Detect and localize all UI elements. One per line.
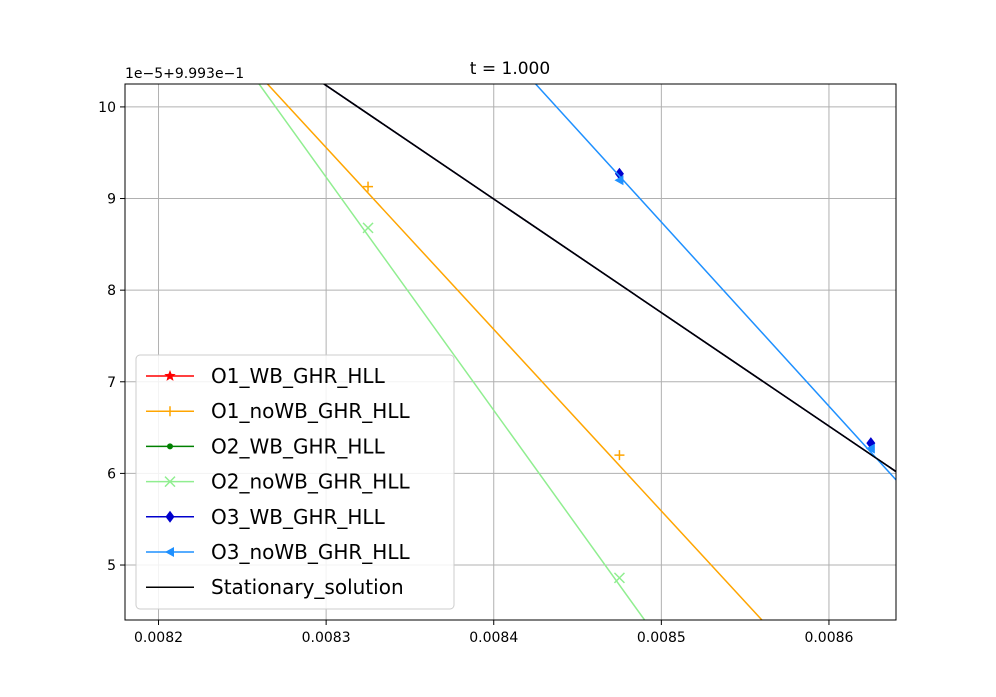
y-tick-label: 9	[107, 192, 116, 208]
y-offset-text: 1e−5+9.993e−1	[125, 66, 244, 82]
series-line	[266, 84, 763, 620]
x-tick-label: 0.0084	[469, 630, 518, 646]
series-line	[535, 84, 896, 481]
legend-entry: O1_noWB_GHR_HLL	[146, 399, 410, 423]
series-line	[322, 84, 896, 473]
series-1	[266, 84, 763, 620]
legend-entry: O3_WB_GHR_HLL	[146, 505, 386, 529]
legend-label: O3_WB_GHR_HLL	[211, 505, 386, 529]
legend-swatch-marker	[164, 476, 176, 488]
y-tick-label: 7	[107, 375, 116, 391]
legend-label: O3_noWB_GHR_HLL	[211, 540, 410, 564]
legend-label: O1_noWB_GHR_HLL	[211, 399, 410, 423]
series-5	[535, 84, 896, 481]
y-tick-label: 5	[107, 558, 116, 574]
series-marker	[613, 572, 625, 584]
series-marker	[614, 450, 625, 461]
legend-label: Stationary_solution	[211, 575, 404, 599]
legend-swatch-marker	[165, 510, 175, 523]
legend-swatch-marker	[165, 406, 175, 417]
y-tick-label: 8	[107, 283, 116, 299]
x-tick-label: 0.0085	[637, 630, 686, 646]
y-tick-label: 6	[107, 466, 116, 482]
series-marker	[362, 222, 374, 234]
legend-label: O2_noWB_GHR_HLL	[211, 470, 410, 494]
x-tick-label: 0.0086	[804, 630, 853, 646]
legend-swatch-marker	[165, 547, 174, 557]
legend-entry: O1_WB_GHR_HLL	[146, 364, 386, 388]
series-3	[258, 84, 646, 620]
chart-title: t = 1.000	[470, 59, 550, 79]
legend-swatch-marker	[167, 443, 173, 450]
x-tick-label: 0.0083	[302, 630, 351, 646]
legend-entry: O3_noWB_GHR_HLL	[146, 540, 410, 564]
series-layer	[258, 84, 896, 620]
legend-swatch-marker	[164, 370, 176, 381]
legend-label: O1_WB_GHR_HLL	[211, 364, 386, 388]
legend-entry: Stationary_solution	[146, 575, 404, 599]
series-marker	[865, 443, 875, 454]
axis-ticks: 0.0082 0.0083 0.0084 0.0085 0.0086 5 6 7 8 9 10	[98, 100, 853, 646]
x-tick-label: 0.0082	[134, 630, 183, 646]
legend-box	[135, 354, 455, 610]
legend-entry: O2_noWB_GHR_HLL	[146, 470, 410, 494]
series-marker	[614, 175, 624, 186]
series-6	[322, 84, 896, 473]
legend-entry: O2_WB_GHR_HLL	[146, 434, 386, 458]
series-line	[258, 84, 646, 620]
legend-label: O2_WB_GHR_HLL	[211, 434, 386, 458]
legend: O1_WB_GHR_HLL O1_noWB_GHR_HLL O2_WB_GHR_HL…	[135, 354, 455, 610]
plot-frame	[124, 83, 897, 621]
y-tick-label: 10	[98, 100, 116, 116]
series-marker	[363, 181, 374, 192]
